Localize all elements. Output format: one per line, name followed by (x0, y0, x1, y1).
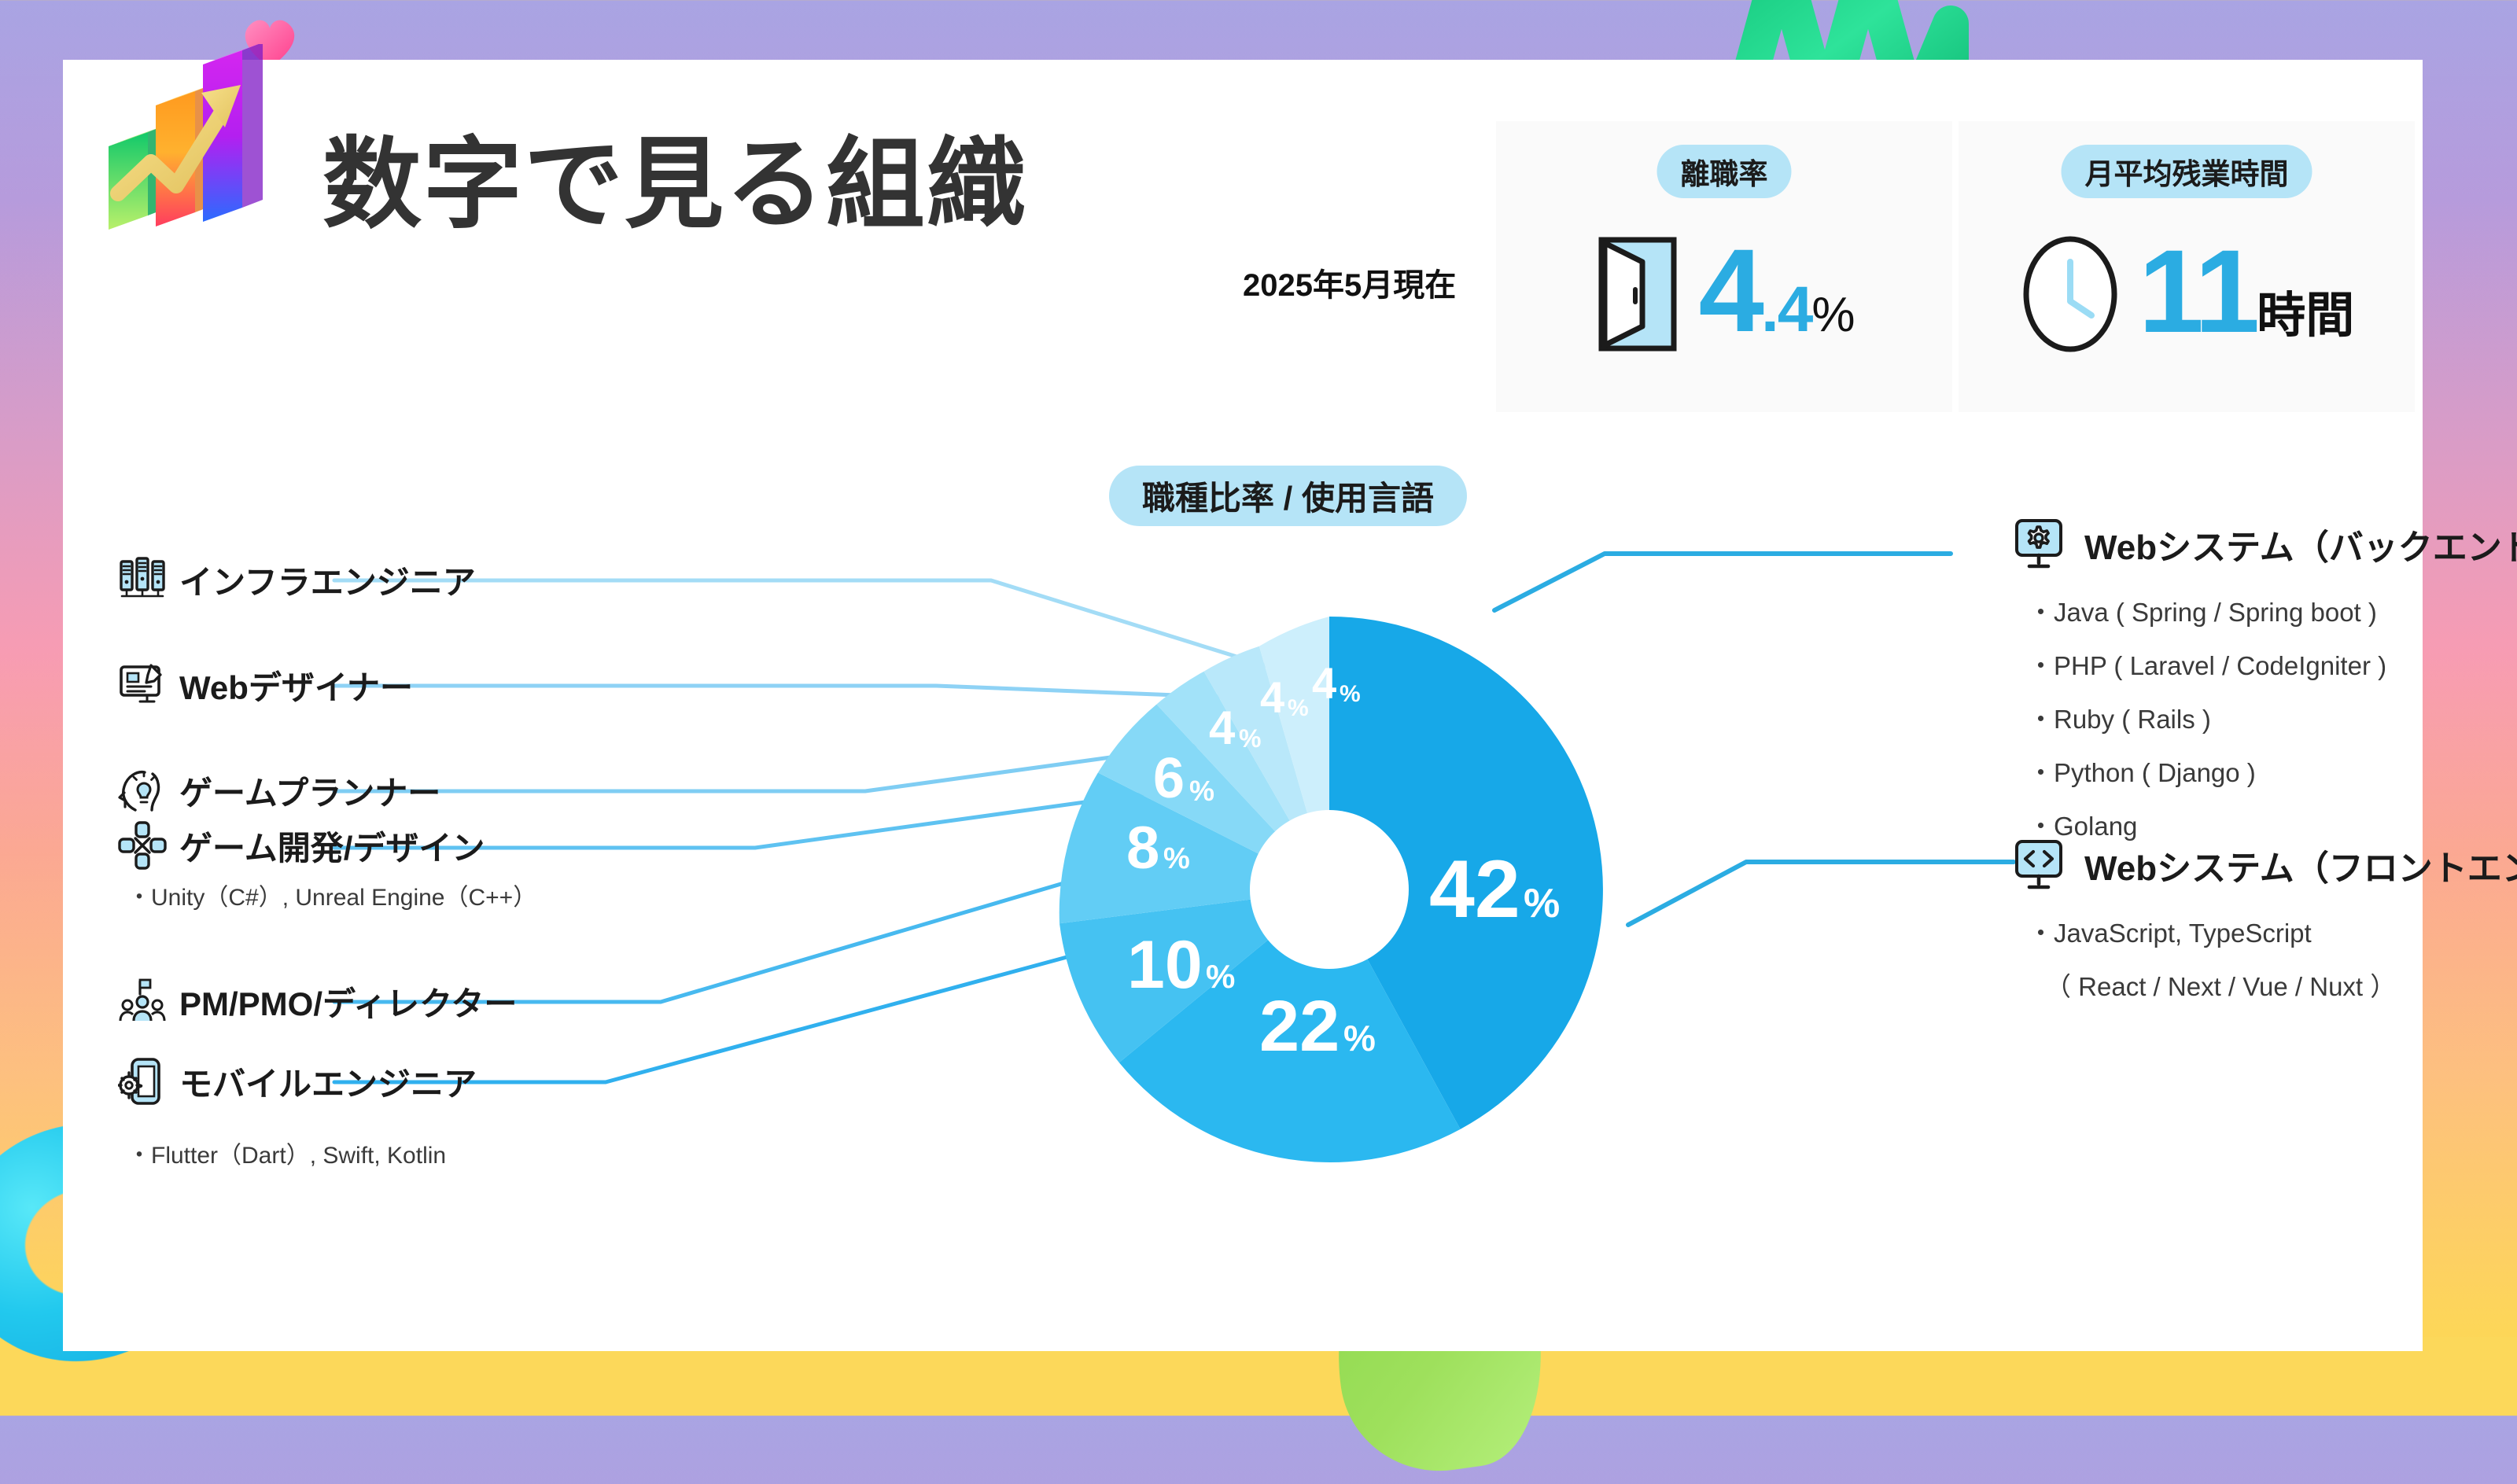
leader-line-backend (1492, 551, 1953, 613)
leader-lines (332, 551, 2016, 1084)
donut-label-6-pct: % (1189, 775, 1214, 807)
panel-frontend-list: ・JavaScript, TypeScript （ React / Next /… (2028, 912, 2517, 1003)
as-of-date: 2025年5月現在 (1243, 268, 1457, 303)
panel-backend-label: Webシステム（バックエンド） (2084, 528, 2517, 567)
chart-area: 42 % 22 % 10 % 8 % 6 % 4 % 4 % 4 % (63, 519, 2517, 1279)
server-rack-icon (120, 557, 165, 598)
gamepad-dpad-icon (118, 821, 167, 870)
stat-value-overtime: 11 時間 (2138, 224, 2355, 357)
donut-label-4b: 4 (1260, 672, 1284, 722)
donut-label-10-pct: % (1206, 958, 1235, 995)
panel-frontend[interactable]: Webシステム（フロントエンド） ・JavaScript, TypeScript… (2014, 838, 2517, 1019)
stat-card-overtime: 月平均残業時間 11 時間 (1959, 121, 2415, 412)
panel-backend-list: ・Java ( Spring / Spring boot ) ・PHP ( La… (2028, 591, 2517, 843)
backend-item-java: ・Java ( Spring / Spring boot ) (2028, 598, 2377, 627)
backend-item-php: ・PHP ( Laravel / CodeIgniter ) (2028, 651, 2387, 680)
leader-line-infra (332, 578, 1292, 676)
legend-label-gameplanner: ゲームプランナー (179, 774, 441, 812)
stat-body-overtime: 11 時間 (1959, 208, 2415, 381)
main-white-card: 数字で見る組織 2025年5月現在 離職率 4 .4 % (63, 44, 2517, 1351)
stat-label-turnover: 離職率 (1657, 145, 1792, 198)
backend-item-golang: ・Golang (2028, 812, 2138, 841)
panel-frontend-label: Webシステム（フロントエンド） (2084, 849, 2517, 888)
panel-backend-header: Webシステム（バックエンド） (2014, 517, 2517, 571)
leader-line-mobile (332, 954, 1072, 1084)
legend-item-webdesigner[interactable]: Webデザイナー (118, 661, 413, 709)
donut-chart: 42 % 22 % 10 % 8 % 6 % 4 % 4 % 4 % (1042, 602, 1616, 1177)
stat-value-turnover: 4 .4 % (1698, 223, 1856, 356)
frontend-item-frameworks: （ React / Next / Vue / Nuxt ） (2045, 972, 2397, 1001)
donut-label-8: 8 (1126, 815, 1159, 882)
donut-segments (1059, 616, 1603, 1162)
3d-bar-chart-icon (109, 44, 263, 230)
clock-icon (2023, 236, 2117, 352)
donut-label-4c-pct: % (1340, 681, 1361, 707)
code-monitor-icon (2015, 840, 2062, 889)
leader-line-pm (332, 867, 1111, 1004)
panel-backend[interactable]: Webシステム（バックエンド） ・Java ( Spring / Spring … (2014, 517, 2517, 859)
legend-label-gamedev: ゲーム開発/デザイン (179, 829, 485, 867)
donut-label-4c: 4 (1312, 658, 1336, 708)
open-door-icon (1598, 237, 1677, 352)
legend-label-mobile: モバイルエンジニア (179, 1065, 477, 1103)
stat-body-turnover: 4 .4 % (1496, 208, 1952, 381)
donut-hole (1250, 810, 1409, 969)
mobile-gear-icon (118, 1058, 160, 1105)
leader-line-webdesigner (332, 683, 1261, 701)
donut-label-42-pct: % (1524, 881, 1560, 926)
donut-label-22: 22 (1259, 986, 1340, 1066)
donut-label-4a-pct: % (1239, 724, 1261, 753)
stat-number-turnover: 4 (1698, 223, 1764, 356)
design-monitor-icon (120, 664, 162, 703)
head-idea-icon (118, 770, 160, 812)
team-flag-icon (119, 978, 166, 1022)
stat-card-group: 離職率 4 .4 % 月平均残業時間 (1496, 121, 2415, 412)
leader-line-frontend (1626, 860, 2016, 927)
donut-value-labels: 42 % 22 % 10 % 8 % 6 % 4 % 4 % 4 % (1126, 658, 1560, 1066)
donut-label-4a: 4 (1209, 701, 1236, 754)
stat-card-turnover: 離職率 4 .4 % (1496, 121, 1952, 412)
legend-item-infra[interactable]: インフラエンジニア (118, 555, 476, 604)
backend-item-python: ・Python ( Django ) (2028, 758, 2256, 787)
legend-sub-gamedev: ・Unity（C#）, Unreal Engine（C++） (127, 885, 537, 911)
leader-line-gamedev (332, 789, 1166, 850)
legend-sub-mobile: ・Flutter（Dart）, Swift, Kotlin (127, 1143, 447, 1169)
donut-label-42: 42 (1429, 844, 1520, 935)
donut-chart-svg: 42 % 22 % 10 % 8 % 6 % 4 % 4 % 4 % (1059, 616, 1603, 1162)
donut-label-8-pct: % (1163, 842, 1190, 875)
stat-unit-overtime: 時間 (2257, 288, 2355, 343)
stat-label-overtime: 月平均残業時間 (2061, 145, 2312, 198)
header: 数字で見る組織 2025年5月現在 離職率 4 .4 % (63, 44, 2423, 412)
legend-label-infra: インフラエンジニア (179, 563, 476, 601)
backend-item-ruby: ・Ruby ( Rails ) (2028, 705, 2211, 734)
gear-monitor-icon (2015, 519, 2062, 569)
leader-line-gameplanner (332, 740, 1222, 794)
segment-frontend (1118, 889, 1461, 1162)
stat-unit-turnover: % (1811, 287, 1856, 342)
legend-item-mobile[interactable]: モバイルエンジニア (118, 1057, 477, 1106)
legend-label-pm: PM/PMO/ディレクター (179, 985, 518, 1022)
legend-item-gameplanner[interactable]: ゲームプランナー (118, 766, 440, 815)
donut-label-10: 10 (1127, 927, 1203, 1003)
segment-backend (1329, 616, 1603, 1129)
legend-item-pm[interactable]: PM/PMO/ディレクター (118, 977, 517, 1026)
segment-mobile (1059, 889, 1329, 1063)
panel-frontend-header: Webシステム（フロントエンド） (2014, 838, 2517, 892)
donut-label-22-pct: % (1343, 1018, 1376, 1059)
donut-label-6: 6 (1153, 747, 1185, 810)
stat-number-overtime: 11 (2138, 224, 2261, 357)
stat-decimal-turnover: .4 (1760, 273, 1813, 345)
section-title: 職種比率 / 使用言語 (1109, 466, 1468, 526)
page-title: 数字で見る組織 (322, 129, 1027, 240)
frontend-item-js: ・JavaScript, TypeScript (2028, 919, 2312, 948)
legend-item-gamedev[interactable]: ゲーム開発/デザイン (118, 821, 485, 870)
legend-label-webdesigner: Webデザイナー (179, 668, 414, 706)
donut-label-4b-pct: % (1288, 695, 1309, 721)
